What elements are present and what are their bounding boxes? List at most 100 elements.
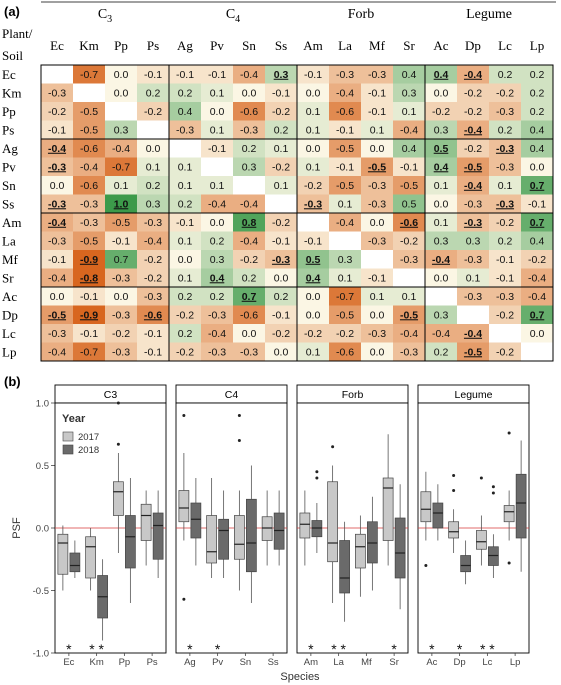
heatmap-value: -0.4 xyxy=(336,217,354,229)
heatmap-cell xyxy=(521,250,553,269)
heatmap-cell xyxy=(489,194,521,213)
box-2018 xyxy=(460,555,471,573)
heatmap-cell xyxy=(361,194,393,213)
heatmap-cell xyxy=(329,268,361,287)
heatmap-cell xyxy=(393,213,425,232)
heatmap-cell xyxy=(233,231,265,250)
heatmap-value: 0.1 xyxy=(402,106,417,118)
heatmap-value-significant: -0.9 xyxy=(80,309,98,321)
heatmap-cell xyxy=(233,194,265,213)
heatmap-value: 0.1 xyxy=(306,161,321,173)
heatmap-value-significant: -0.5 xyxy=(400,309,418,321)
x-tick-label: Lp xyxy=(510,657,521,668)
x-tick-label: Sr xyxy=(389,657,399,668)
heatmap-value: -0.4 xyxy=(528,291,546,303)
legend: Year 2017 2018 xyxy=(62,413,99,456)
heatmap-value: -0.1 xyxy=(272,87,290,99)
heatmap-cell xyxy=(41,102,73,121)
heatmap-value: -0.1 xyxy=(336,161,354,173)
column-label: Mf xyxy=(369,38,386,53)
outlier-point xyxy=(237,414,241,417)
heatmap-value: -0.3 xyxy=(144,291,162,303)
heatmap-cell xyxy=(521,287,553,306)
row-label: Am xyxy=(2,215,22,230)
heatmap-value: 0.0 xyxy=(242,328,257,340)
heatmap-value: -0.5 xyxy=(336,180,354,192)
heatmap-value: 0.2 xyxy=(146,87,161,99)
heatmap-cell xyxy=(329,213,361,232)
heatmap-cell xyxy=(105,176,137,195)
heatmap-value-significant: -0.4 xyxy=(48,217,66,229)
group-title: C4 xyxy=(226,7,240,25)
heatmap-value: 0.3 xyxy=(434,309,449,321)
heatmap-value: 0.1 xyxy=(306,346,321,358)
significance-marker: * xyxy=(391,641,397,657)
heatmap-cell xyxy=(521,102,553,121)
heatmap-cell xyxy=(393,194,425,213)
heatmap-cell xyxy=(137,213,169,232)
heatmap-value: -0.2 xyxy=(432,106,450,118)
heatmap-value: -0.3 xyxy=(496,291,514,303)
heatmap-cell xyxy=(457,324,489,343)
heatmap-value: -0.6 xyxy=(336,346,354,358)
y-tick-label: 0.5 xyxy=(36,461,49,472)
heatmap-value: -0.5 xyxy=(80,124,98,136)
heatmap-cell xyxy=(489,324,521,343)
x-tick-label: Ss xyxy=(268,657,279,668)
heatmap-cell xyxy=(393,305,425,324)
heatmap-cell xyxy=(169,250,201,269)
x-tick-label: Am xyxy=(304,657,318,668)
heatmap-value: -0.1 xyxy=(80,291,98,303)
heatmap-cell xyxy=(489,65,521,84)
legend-entry: 2018 xyxy=(78,445,99,456)
heatmap-cell xyxy=(265,139,297,158)
heatmap-value: -0.4 xyxy=(432,328,450,340)
heatmap-cell xyxy=(393,324,425,343)
legend-entry: 2017 xyxy=(78,432,99,443)
heatmap-cell xyxy=(233,250,265,269)
heatmap-cell xyxy=(169,176,201,195)
heatmap-value: -0.3 xyxy=(80,217,98,229)
heatmap-cell xyxy=(521,231,553,250)
heatmap-value: -0.3 xyxy=(240,124,258,136)
heatmap-cell xyxy=(169,305,201,324)
heatmap-cell xyxy=(41,305,73,324)
heatmap-cell xyxy=(297,65,329,84)
column-label: Km xyxy=(79,38,99,53)
heatmap-cell xyxy=(521,120,553,139)
panel-a-label: (a) xyxy=(4,4,20,19)
heatmap-cell xyxy=(329,65,361,84)
heatmap-cell xyxy=(361,342,393,361)
heatmap-cell xyxy=(329,83,361,102)
heatmap-cell xyxy=(233,65,265,84)
heatmap-cell xyxy=(137,287,169,306)
heatmap-value: 0.2 xyxy=(242,272,257,284)
significance-marker: * xyxy=(308,641,314,657)
heatmap-value: -0.1 xyxy=(400,161,418,173)
heatmap-cell xyxy=(361,65,393,84)
outlier-point xyxy=(182,597,186,601)
heatmap-cell xyxy=(297,231,329,250)
heatmap-value-significant: -0.4 xyxy=(464,180,482,192)
box-2017 xyxy=(355,533,366,569)
heatmap-cell xyxy=(105,65,137,84)
heatmap-value: -0.4 xyxy=(240,198,258,210)
heatmap-value: -0.3 xyxy=(464,254,482,266)
heatmap-cell xyxy=(489,213,521,232)
heatmap-value-significant: 0.3 xyxy=(274,69,289,81)
heatmap-cell xyxy=(489,120,521,139)
heatmap-cell xyxy=(393,83,425,102)
outlier-point xyxy=(315,470,319,474)
heatmap-cell xyxy=(105,213,137,232)
heatmap-value: 0.1 xyxy=(274,143,289,155)
box-2018 xyxy=(311,520,323,538)
heatmap-cell xyxy=(233,342,265,361)
box-2017 xyxy=(503,505,515,523)
heatmap-value: 0.3 xyxy=(434,235,449,247)
heatmap-value-significant: -0.3 xyxy=(496,143,514,155)
heatmap-value-significant: -0.4 xyxy=(48,143,66,155)
heatmap-value: 0.2 xyxy=(274,124,289,136)
heatmap-value: -0.3 xyxy=(240,346,258,358)
heatmap-cell xyxy=(73,65,105,84)
heatmap-value-significant: -0.3 xyxy=(464,217,482,229)
